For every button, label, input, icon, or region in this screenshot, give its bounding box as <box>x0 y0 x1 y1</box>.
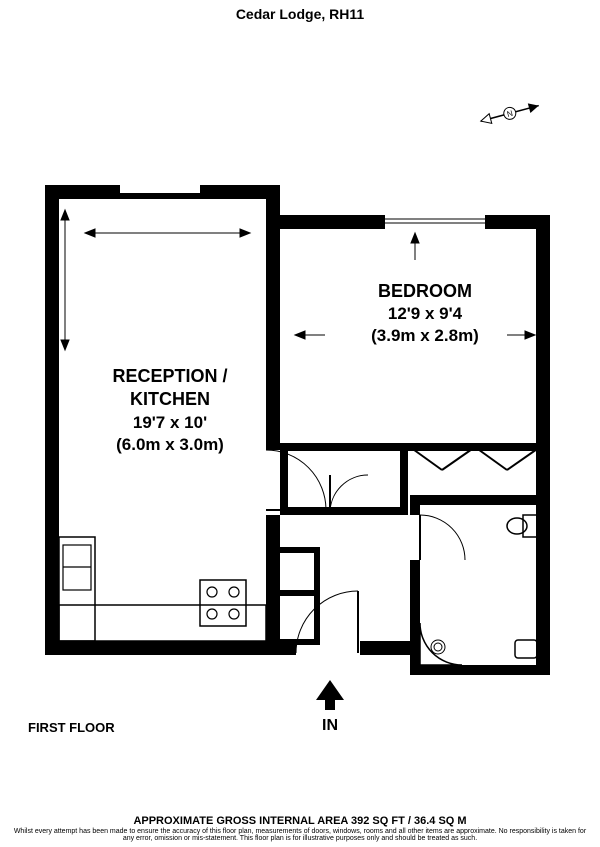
compass-icon: N <box>478 91 553 135</box>
page-title: Cedar Lodge, RH11 <box>0 0 600 22</box>
reception-name: RECEPTION / KITCHEN <box>80 365 260 412</box>
kitchen-fittings <box>59 537 266 641</box>
reception-dim-arrows <box>61 210 250 350</box>
bedroom-dims-metric: (3.9m x 2.8m) <box>335 325 515 347</box>
bedroom-name: BEDROOM <box>335 280 515 303</box>
reception-dims-imperial: 19'7 x 10' <box>80 412 260 434</box>
floor-plan: RECEPTION / KITCHEN 19'7 x 10' (6.0m x 3… <box>45 185 550 695</box>
hall-walls <box>266 450 420 655</box>
floor-label: FIRST FLOOR <box>28 720 115 735</box>
entrance-indicator: IN <box>310 680 350 735</box>
entrance-label: IN <box>310 717 350 735</box>
footer: APPROXIMATE GROSS INTERNAL AREA 392 SQ F… <box>0 815 600 843</box>
reception-label: RECEPTION / KITCHEN 19'7 x 10' (6.0m x 3… <box>80 365 260 456</box>
disclaimer: Whilst every attempt has been made to en… <box>8 828 592 843</box>
area-line: APPROXIMATE GROSS INTERNAL AREA 392 SQ F… <box>8 815 592 827</box>
bedroom-dims-imperial: 12'9 x 9'4 <box>335 303 515 325</box>
bathroom-walls <box>410 495 550 675</box>
reception-dims-metric: (6.0m x 3.0m) <box>80 434 260 456</box>
bedroom-label: BEDROOM 12'9 x 9'4 (3.9m x 2.8m) <box>335 280 515 348</box>
